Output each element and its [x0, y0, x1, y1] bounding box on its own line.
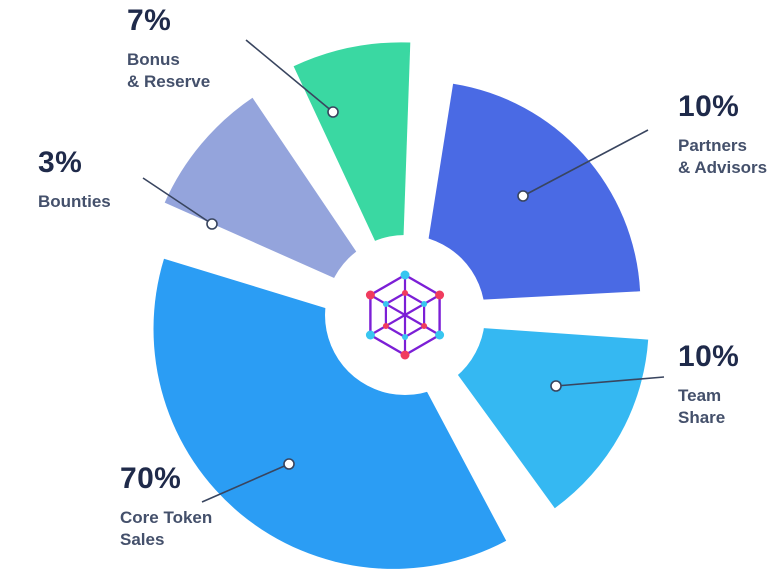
callout-marker-team-share: [550, 380, 562, 392]
callout-line-bonus-reserve: [245, 39, 334, 113]
callout-line-partners-advisors: [522, 129, 649, 197]
callout-line-team-share: [555, 376, 665, 387]
logo-node-dot: [402, 334, 408, 340]
pie-slice-bounties: [164, 97, 392, 304]
logo-node-dot: [402, 290, 408, 296]
callout-marker-partners-advisors: [517, 190, 529, 202]
logo-node-dot: [365, 330, 375, 340]
logo-node-dot: [435, 290, 445, 300]
callout-marker-bounties: [206, 218, 218, 230]
pie-slice-team-share: [420, 323, 649, 509]
logo-node-dot: [435, 330, 445, 340]
logo-node-dot: [421, 323, 428, 329]
callout-marker-core-token-sales: [283, 458, 295, 470]
pie-slice-bonus-reserve: [293, 42, 411, 298]
logo-node-dot: [382, 323, 389, 329]
logo-node-dot: [421, 301, 428, 307]
logo-node-dot: [400, 350, 410, 360]
callout-marker-bonus-reserve: [327, 106, 339, 118]
center-logo: [365, 270, 445, 360]
logo-node-dot: [365, 290, 375, 300]
logo-node-dot: [382, 301, 389, 307]
callout-line-core-token-sales: [201, 463, 290, 503]
pie-slice-core-token-sales: [153, 258, 507, 569]
callout-line-bounties: [142, 177, 213, 225]
logo-node-dot: [400, 270, 410, 280]
